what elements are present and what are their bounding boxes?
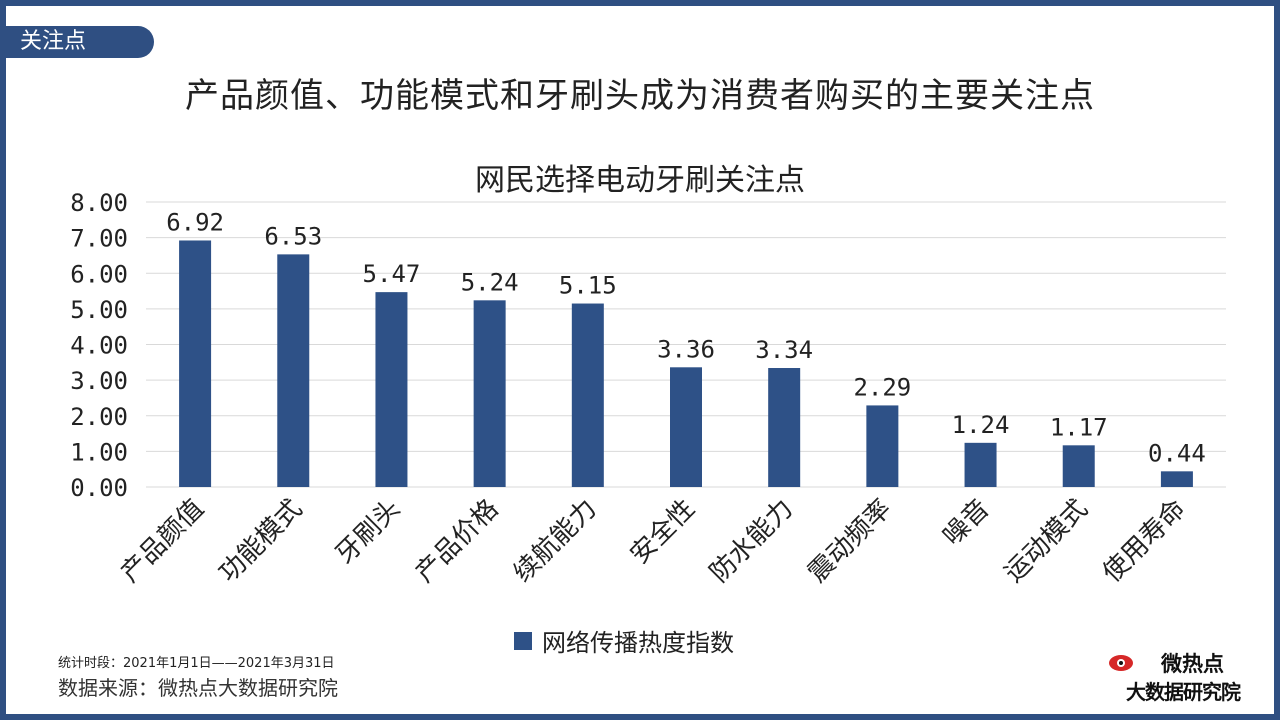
y-tick-label: 1.00 — [70, 438, 128, 466]
bar — [768, 368, 801, 487]
logo-text-bottom: 大数据研究院 — [1126, 680, 1241, 704]
y-tick-label: 7.00 — [70, 225, 128, 253]
data-label: 3.36 — [657, 335, 715, 363]
data-labels: 6.92 6.53 5.47 5.24 5.15 3.36 3.34 2.29 1.24 1.17… — [166, 208, 1206, 467]
chart-title: 网民选择电动牙刷关注点 — [475, 163, 805, 198]
legend-swatch — [514, 632, 532, 650]
x-tick-label: 牙刷头 — [330, 494, 406, 570]
y-tick-label: 5.00 — [70, 296, 128, 324]
data-label: 6.92 — [166, 208, 224, 236]
bar — [179, 240, 212, 487]
bars — [179, 240, 1193, 487]
bar — [866, 405, 899, 487]
x-tick-label: 噪音 — [938, 494, 996, 552]
x-tick-label: 产品颜值 — [115, 494, 210, 589]
bar — [375, 292, 408, 487]
x-tick-label: 功能模式 — [213, 494, 308, 589]
slide: 关注点 产品颜值、功能模式和牙刷头成为消费者购买的主要关注点 网民选择电动牙刷关… — [6, 6, 1274, 714]
data-label: 5.24 — [461, 268, 519, 296]
y-tick-label: 8.00 — [70, 189, 128, 217]
y-tick-label: 4.00 — [70, 332, 128, 360]
x-tick-label: 续航能力 — [508, 494, 603, 589]
data-label: 1.24 — [952, 411, 1010, 439]
bar — [473, 300, 506, 487]
y-tick-label: 2.00 — [70, 403, 128, 431]
data-label: 5.47 — [363, 260, 421, 288]
bar — [964, 442, 997, 487]
y-axis-ticks: 0.00 1.00 2.00 3.00 4.00 5.00 6.00 7.00 8.00 — [70, 189, 128, 502]
x-tick-label: 使用寿命 — [1097, 494, 1192, 589]
bar — [1062, 445, 1095, 487]
x-tick-label: 产品价格 — [410, 494, 505, 589]
bar — [277, 254, 310, 487]
section-tag: 关注点 — [6, 26, 154, 58]
logo-text-top: 微热点 — [1161, 652, 1224, 676]
y-tick-label: 0.00 — [70, 474, 128, 502]
data-label: 1.17 — [1050, 413, 1108, 441]
page-title: 产品颜值、功能模式和牙刷头成为消费者购买的主要关注点 — [185, 76, 1095, 116]
logo: 微热点 大数据研究院 — [1090, 646, 1241, 706]
data-label: 5.15 — [559, 272, 617, 300]
bar-chart: 网民选择电动牙刷关注点 0.00 1.00 2.00 3.00 4.00 5.00 6.00… — [70, 163, 1226, 657]
data-label: 2.29 — [853, 373, 911, 401]
x-axis-ticks: 产品颜值 功能模式 牙刷头 产品价格 续航能力 安全性 防水能力 震动频率 噪音 运动模式 使用寿命 — [115, 494, 1192, 589]
y-tick-label: 6.00 — [70, 260, 128, 288]
data-label: 0.44 — [1148, 439, 1206, 467]
x-tick-label: 防水能力 — [704, 494, 799, 589]
data-label: 6.53 — [264, 222, 322, 250]
legend: 网络传播热度指数 — [514, 629, 734, 657]
statistics-period: 统计时段：2021年1月1日——2021年3月31日 — [58, 656, 335, 671]
x-tick-label: 震动频率 — [803, 494, 898, 589]
bar — [571, 303, 604, 487]
data-label: 3.34 — [755, 336, 813, 364]
bar — [670, 367, 702, 487]
legend-label: 网络传播热度指数 — [542, 629, 734, 657]
bar — [1160, 471, 1193, 487]
eye-icon — [1109, 655, 1133, 671]
x-tick-label: 运动模式 — [999, 494, 1094, 589]
data-source: 数据来源：微热点大数据研究院 — [58, 676, 338, 700]
x-tick-label: 安全性 — [625, 494, 701, 570]
y-tick-label: 3.00 — [70, 367, 128, 395]
